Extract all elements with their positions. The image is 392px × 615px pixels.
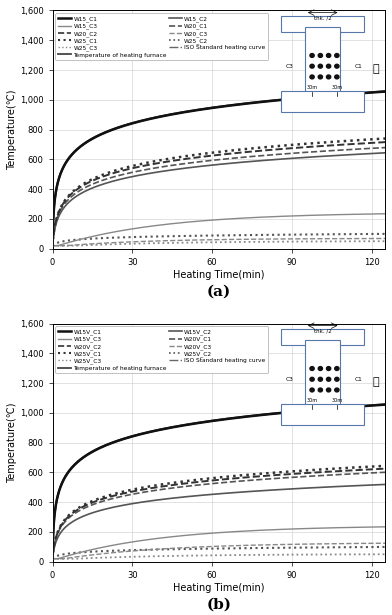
X-axis label: Heating Time(min): Heating Time(min) <box>173 269 265 280</box>
Text: (b): (b) <box>206 598 231 611</box>
Legend: W15_C1, W15_C3, W20_C2, W25_C1, W25_C3, Temperature of heating furnace, W15_C2, : W15_C1, W15_C3, W20_C2, W25_C1, W25_C3, … <box>55 14 268 60</box>
Y-axis label: Temperature(℃): Temperature(℃) <box>7 89 17 170</box>
Text: (a): (a) <box>207 285 231 298</box>
X-axis label: Heating Time(min): Heating Time(min) <box>173 582 265 593</box>
Legend: W15V_C1, W15V_C3, W20V_C2, W25V_C1, W25V_C3, Temperature of heating furnace, W15: W15V_C1, W15V_C3, W20V_C2, W25V_C1, W25V… <box>55 327 268 373</box>
Y-axis label: Temperature(℃): Temperature(℃) <box>7 402 17 483</box>
